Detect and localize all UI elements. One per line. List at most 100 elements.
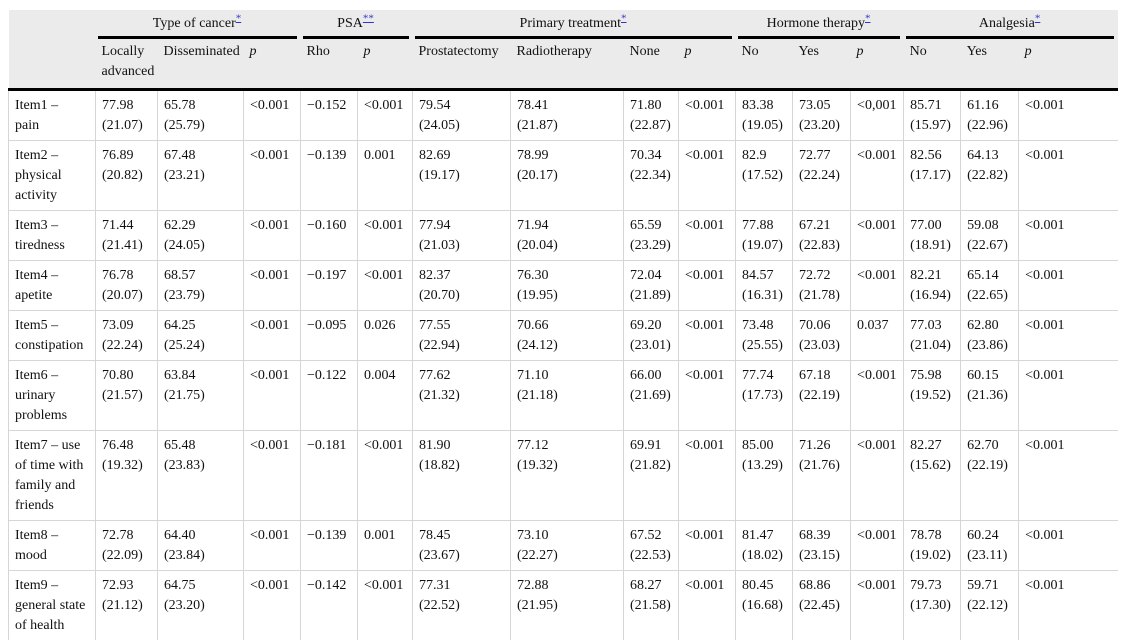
cell-analgesia-no: 77.03 (21.04) — [903, 310, 961, 361]
col-header-analgesia-no: No — [903, 39, 961, 91]
cell-hormone-no: 83.38 (19.05) — [735, 89, 793, 141]
cell-analgesia-yes: 64.13 (22.82) — [960, 140, 1019, 211]
cell-p-treatment: <0.001 — [678, 140, 736, 211]
footnote-marker-icon[interactable]: * — [621, 12, 627, 25]
corner-cell — [8, 10, 96, 91]
cell-hormone-no: 77.88 (19.07) — [735, 210, 793, 261]
cell-p-cancer: <0.001 — [242, 360, 301, 431]
cell-p-treatment: <0.001 — [678, 430, 736, 521]
cell-rho: −0.122 — [300, 360, 358, 431]
footnote-marker-icon[interactable]: ** — [362, 12, 374, 25]
cell-p-cancer: <0.001 — [242, 89, 301, 141]
cell-prostatectomy: 82.37 (20.70) — [412, 260, 511, 311]
cell-analgesia-yes: 62.70 (22.19) — [960, 430, 1019, 521]
group-psa: PSA** — [300, 10, 413, 39]
cell-disseminated: 67.48 (23.21) — [157, 140, 244, 211]
cell-analgesia-no: 79.73 (17.30) — [903, 570, 961, 640]
cell-p-treatment: <0.001 — [678, 89, 736, 141]
cell-p-treatment: <0.001 — [678, 260, 736, 311]
group-primary-treatment: Primary treatment* — [412, 10, 736, 39]
cell-p-hormone: <0.001 — [850, 430, 904, 521]
cell-hormone-yes: 67.18 (22.19) — [792, 360, 851, 431]
row-label: Item2 – physical activity — [8, 140, 96, 211]
footnote-marker-icon[interactable]: * — [235, 12, 242, 25]
table-row: Item4 – apetite 76.78 (20.07) 68.57 (23.79… — [8, 260, 1118, 311]
col-header-p-cancer: p — [243, 39, 301, 91]
cell-p-hormone: <0,001 — [850, 89, 904, 141]
cell-prostatectomy: 82.69 (19.17) — [412, 140, 511, 211]
cell-p-treatment: <0.001 — [678, 520, 736, 571]
footnote-marker-icon[interactable]: * — [1034, 12, 1041, 25]
cell-p-analgesia: <0.001 — [1018, 430, 1118, 521]
cell-analgesia-no: 78.78 (19.02) — [903, 520, 961, 571]
cell-analgesia-yes: 60.24 (23.11) — [960, 520, 1019, 571]
cell-disseminated: 65.48 (23.83) — [157, 430, 244, 521]
cell-prostatectomy: 81.90 (18.82) — [412, 430, 511, 521]
row-label: Item9 – general state of health — [8, 570, 96, 640]
cell-analgesia-yes: 59.71 (22.12) — [960, 570, 1019, 640]
group-underline: Primary treatment* — [414, 12, 732, 39]
cell-p-hormone: <0.001 — [850, 140, 904, 211]
cell-p-hormone: <0.001 — [850, 520, 904, 571]
col-header-hormone-yes: Yes — [792, 39, 851, 91]
cell-hormone-yes: 67.21 (22.83) — [792, 210, 851, 261]
row-label: Item8 – mood — [8, 520, 96, 571]
cell-locally-advanced: 71.44 (21.41) — [95, 210, 158, 261]
cell-p-psa: 0.001 — [357, 520, 413, 571]
cell-p-cancer: <0.001 — [242, 140, 301, 211]
cell-p-hormone: <0.001 — [850, 360, 904, 431]
table-body: Item1 – pain 77.98 (21.07) 65.78 (25.79) <0… — [8, 89, 1118, 640]
cell-disseminated: 65.78 (25.79) — [157, 89, 244, 141]
group-label: Hormone therapy — [766, 16, 865, 31]
cell-p-analgesia: <0.001 — [1018, 140, 1118, 211]
cell-p-psa: 0.004 — [357, 360, 413, 431]
col-header-p-hormone: p — [850, 39, 904, 91]
cell-hormone-no: 77.74 (17.73) — [735, 360, 793, 431]
cell-p-analgesia: <0.001 — [1018, 310, 1118, 361]
cell-p-treatment: <0.001 — [678, 210, 736, 261]
cell-p-analgesia: <0.001 — [1018, 360, 1118, 431]
cell-disseminated: 62.29 (24.05) — [157, 210, 244, 261]
cell-analgesia-yes: 65.14 (22.65) — [960, 260, 1019, 311]
row-label: Item5 – constipation — [8, 310, 96, 361]
footnote-marker-icon[interactable]: * — [864, 12, 871, 25]
col-header-analgesia-yes: Yes — [960, 39, 1019, 91]
group-underline: Hormone therapy* — [737, 12, 900, 39]
cell-none: 69.20 (23.01) — [623, 310, 679, 361]
cell-analgesia-no: 85.71 (15.97) — [903, 89, 961, 141]
stats-table: Type of cancer* PSA** Primary treatment*… — [8, 10, 1118, 640]
cell-radiotherapy: 76.30 (19.95) — [510, 260, 624, 311]
col-header-p-psa: p — [357, 39, 413, 91]
group-header-row: Type of cancer* PSA** Primary treatment*… — [8, 10, 1118, 91]
cell-p-cancer: <0.001 — [242, 520, 301, 571]
row-label: Item1 – pain — [8, 89, 96, 141]
cell-rho: −0.095 — [300, 310, 358, 361]
table-row: Item6 – urinary problems 70.80 (21.57) 63.… — [8, 360, 1118, 431]
group-label: PSA — [337, 16, 363, 31]
group-analgesia: Analgesia* — [903, 10, 1118, 39]
cell-none: 70.34 (22.34) — [623, 140, 679, 211]
cell-hormone-yes: 70.06 (23.03) — [792, 310, 851, 361]
col-header-radiotherapy: Radiotherapy — [510, 39, 624, 91]
cell-analgesia-no: 75.98 (19.52) — [903, 360, 961, 431]
cell-rho: −0.197 — [300, 260, 358, 311]
cell-p-psa: 0.001 — [357, 140, 413, 211]
cell-p-cancer: <0.001 — [242, 210, 301, 261]
cell-locally-advanced: 72.93 (21.12) — [95, 570, 158, 640]
cell-radiotherapy: 78.41 (21.87) — [510, 89, 624, 141]
cell-p-cancer: <0.001 — [242, 430, 301, 521]
row-label: Item4 – apetite — [8, 260, 96, 311]
cell-hormone-yes: 71.26 (21.76) — [792, 430, 851, 521]
cell-analgesia-yes: 59.08 (22.67) — [960, 210, 1019, 261]
cell-p-analgesia: <0.001 — [1018, 570, 1118, 640]
cell-prostatectomy: 77.31 (22.52) — [412, 570, 511, 640]
cell-p-psa: <0.001 — [357, 210, 413, 261]
col-header-prostatectomy: Prostatectomy — [412, 39, 511, 91]
cell-hormone-no: 81.47 (18.02) — [735, 520, 793, 571]
cell-p-analgesia: <0.001 — [1018, 210, 1118, 261]
cell-disseminated: 68.57 (23.79) — [157, 260, 244, 311]
cell-p-psa: 0.026 — [357, 310, 413, 361]
row-label: Item6 – urinary problems — [8, 360, 96, 431]
cell-hormone-yes: 72.72 (21.78) — [792, 260, 851, 311]
table-row: Item2 – physical activity 76.89 (20.82) 67… — [8, 140, 1118, 211]
